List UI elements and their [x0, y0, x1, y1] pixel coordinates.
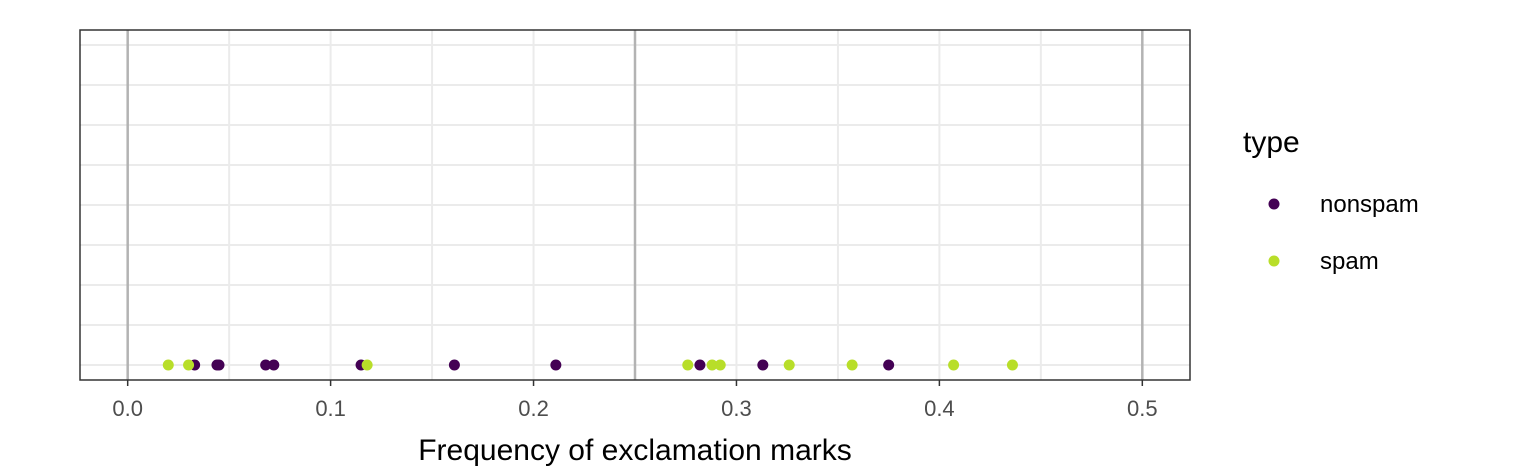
data-points: [162, 359, 1018, 371]
point-nonspam: [757, 359, 769, 371]
legend-label-nonspam: nonspam: [1320, 191, 1419, 218]
point-spam: [846, 359, 858, 371]
point-nonspam: [260, 359, 272, 371]
legend-key-nonspam: [1268, 198, 1280, 210]
point-spam: [948, 359, 960, 371]
point-spam: [706, 359, 718, 371]
point-spam: [1006, 359, 1018, 371]
point-nonspam: [694, 359, 706, 371]
x-tick-label: 0.4: [924, 396, 955, 421]
x-tick-label: 0.0: [112, 396, 143, 421]
x-axis-ticks: 0.0 0.1 0.2 0.3 0.4 0.5: [112, 380, 1158, 421]
point-spam: [162, 359, 174, 371]
point-spam: [183, 359, 195, 371]
x-tick-label: 0.3: [721, 396, 752, 421]
legend-title: type: [1243, 126, 1300, 159]
x-tick-label: 0.1: [315, 396, 346, 421]
legend-key-spam: [1268, 255, 1280, 267]
legend-label-spam: spam: [1320, 248, 1379, 275]
point-nonspam: [268, 359, 280, 371]
point-spam: [714, 359, 726, 371]
point-nonspam: [213, 359, 225, 371]
x-axis-title: Frequency of exclamation marks: [418, 434, 852, 467]
point-nonspam: [550, 359, 562, 371]
point-nonspam: [883, 359, 895, 371]
legend: type nonspam spam: [1243, 126, 1419, 275]
point-spam: [361, 359, 373, 371]
x-tick-label: 0.5: [1127, 396, 1158, 421]
x-tick-label: 0.2: [518, 396, 549, 421]
point-nonspam: [448, 359, 460, 371]
point-spam: [682, 359, 694, 371]
plot-border: [79, 29, 1191, 381]
point-spam: [783, 359, 795, 371]
